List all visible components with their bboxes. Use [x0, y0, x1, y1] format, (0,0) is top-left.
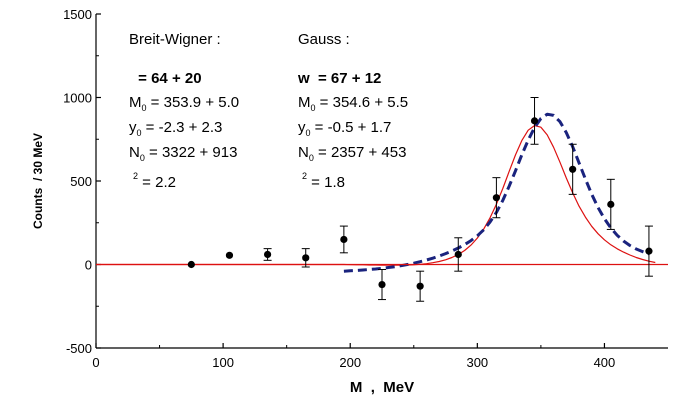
y-tick-label: 0	[85, 258, 92, 273]
gauss-title: Gauss :	[298, 31, 350, 48]
data-point	[492, 194, 500, 202]
breit-wigner-annotation: Breit-Wigner : = 64 + 20 M0 = 353.9 + 5.…	[129, 31, 239, 191]
x-tick-label: 300	[466, 355, 488, 370]
data-point	[302, 254, 310, 262]
data-point	[530, 117, 539, 125]
bw-width: = 64 + 20	[134, 70, 202, 87]
gauss-chi2: 2 = 1.8	[302, 171, 345, 191]
x-tick-label: 100	[212, 355, 234, 370]
data-point	[264, 250, 272, 259]
x-tick-label: 0	[92, 355, 99, 370]
gauss-norm: N0 = 2357 + 453	[298, 144, 406, 163]
gauss-mass: M0 = 354.6 + 5.5	[298, 94, 408, 113]
bw-norm: N0 = 3322 + 913	[129, 144, 237, 163]
x-tick-label: 400	[594, 355, 616, 370]
x-ticks: 0 100 200 300 400	[92, 343, 615, 370]
data-points	[187, 97, 653, 302]
data-point	[187, 260, 195, 269]
gauss-annotation: Gauss : w = 67 + 12 M0 = 354.6 + 5.5 y0 …	[297, 31, 408, 191]
data-point	[454, 250, 462, 259]
data-point	[645, 247, 653, 255]
gauss-offset: y0 = -0.5 + 1.7	[298, 119, 391, 138]
data-point	[569, 165, 577, 173]
data-point	[340, 235, 348, 244]
data-point	[378, 280, 386, 289]
y-tick-label: -500	[66, 341, 92, 356]
data-point	[416, 282, 424, 290]
x-tick-label: 200	[339, 355, 361, 370]
y-axis-title: Counts / 30 MeV	[31, 133, 45, 229]
bw-chi2: 2 = 2.2	[133, 171, 176, 191]
x-axis-title: M , MeV	[350, 379, 414, 396]
y-tick-label: 1500	[63, 7, 92, 22]
y-tick-label: 1000	[63, 91, 92, 106]
bw-offset: y0 = -2.3 + 2.3	[129, 119, 222, 138]
data-point	[225, 251, 234, 259]
fit-curves	[96, 112, 668, 273]
gauss-width: w = 67 + 12	[297, 70, 381, 87]
bw-title: Breit-Wigner :	[129, 31, 221, 48]
y-tick-label: 500	[70, 174, 92, 189]
bw-mass: M0 = 353.9 + 5.0	[129, 94, 239, 113]
data-point	[607, 200, 615, 208]
y-ticks: -500 0 500 1000 1500	[63, 7, 101, 356]
